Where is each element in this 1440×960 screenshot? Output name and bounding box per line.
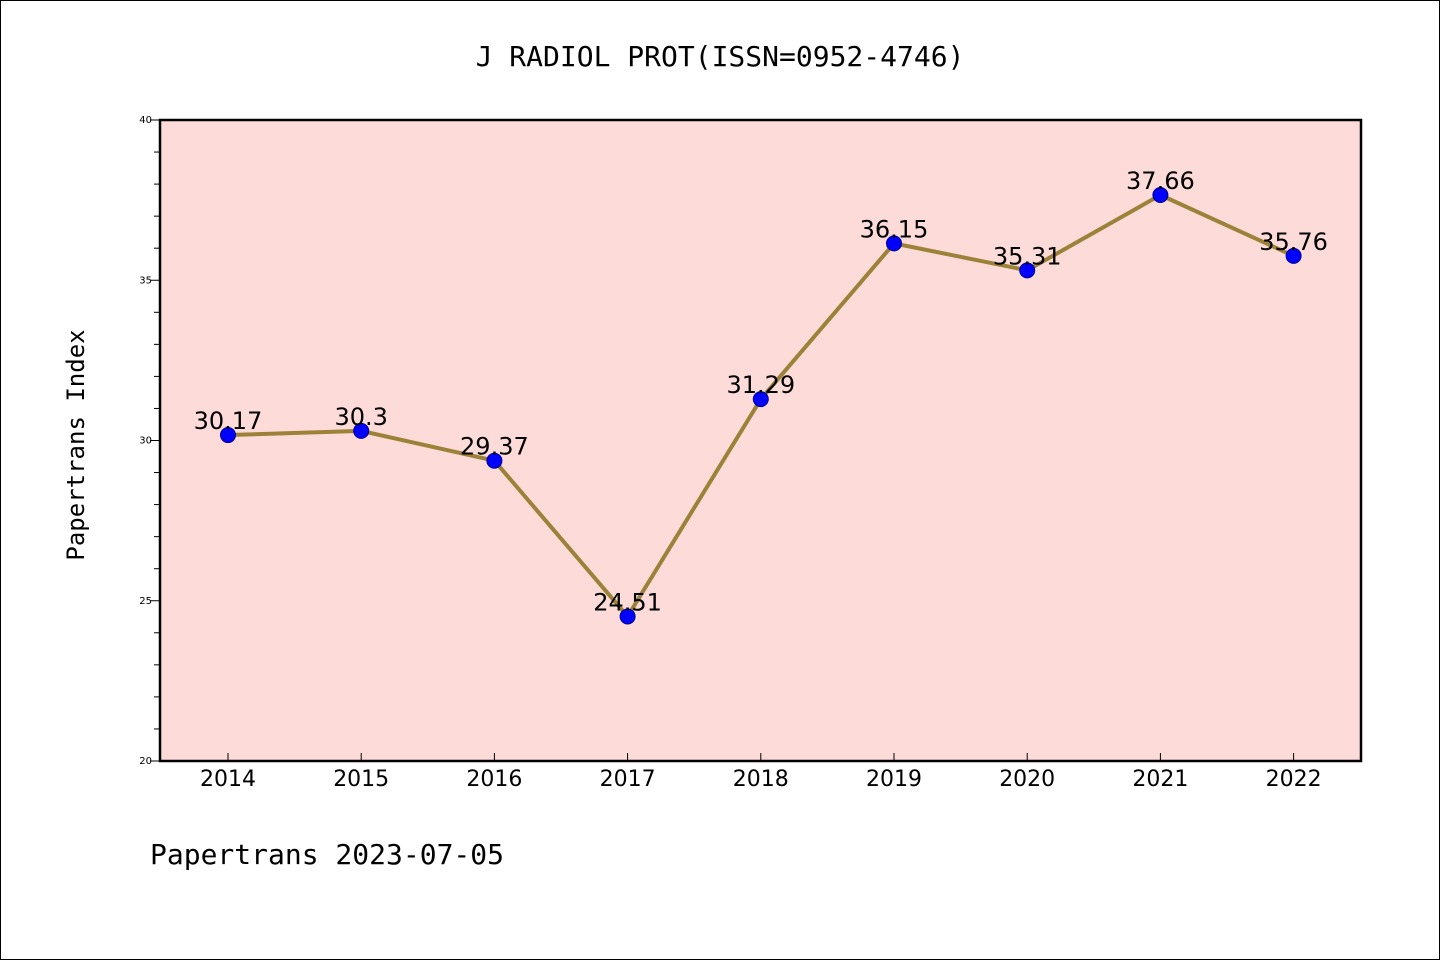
x-tick-label: 2020 — [999, 767, 1055, 792]
x-tick-label: 2018 — [733, 767, 789, 792]
footer-credit: Papertrans 2023-07-05 — [150, 838, 504, 871]
data-point — [486, 452, 503, 469]
x-tick-label: 2019 — [866, 767, 922, 792]
y-tick-label: 40 — [139, 115, 152, 126]
x-tick-label: 2014 — [200, 767, 256, 792]
chart-title: J RADIOL PROT(ISSN=0952-4746) — [476, 40, 965, 73]
data-point — [619, 608, 636, 625]
data-label: 29.37 — [460, 433, 529, 461]
data-point — [886, 235, 902, 252]
x-tick-label: 2021 — [1132, 767, 1188, 792]
data-label: 24.51 — [593, 588, 662, 616]
data-label: 36.15 — [860, 215, 929, 243]
data-point — [752, 391, 769, 408]
data-labels: 30.17 30.3 29.37 24.51 31.29 36.15 35.31 37.66 3… — [194, 167, 1328, 616]
data-label: 35.76 — [1259, 228, 1328, 256]
data-markers — [220, 186, 1302, 625]
plot-frame — [158, 118, 1363, 763]
x-tick-label: 2016 — [466, 767, 522, 792]
x-tick-label: 2022 — [1266, 767, 1322, 792]
y-tick-label: 30 — [139, 436, 152, 447]
data-point — [1285, 247, 1302, 264]
data-point — [220, 427, 236, 444]
data-label: 30.3 — [334, 403, 387, 431]
data-label: 30.17 — [194, 407, 263, 435]
data-label: 37.66 — [1126, 167, 1195, 195]
x-axis: 2014 2015 2016 2017 2018 2019 2020 2021 2022 — [200, 753, 1322, 792]
y-tick-label: 35 — [139, 275, 152, 286]
data-label: 35.31 — [993, 242, 1062, 270]
y-tick-label: 20 — [139, 756, 152, 767]
data-point — [353, 422, 370, 439]
x-tick-label: 2015 — [333, 767, 389, 792]
x-tick-label: 2017 — [600, 767, 656, 792]
data-point — [1152, 186, 1169, 203]
data-point — [1019, 262, 1036, 279]
y-axis-label: Papertrans Index — [62, 329, 90, 560]
y-tick-label: 25 — [139, 596, 152, 607]
data-label: 31.29 — [726, 371, 795, 399]
plot-area — [160, 120, 1361, 761]
